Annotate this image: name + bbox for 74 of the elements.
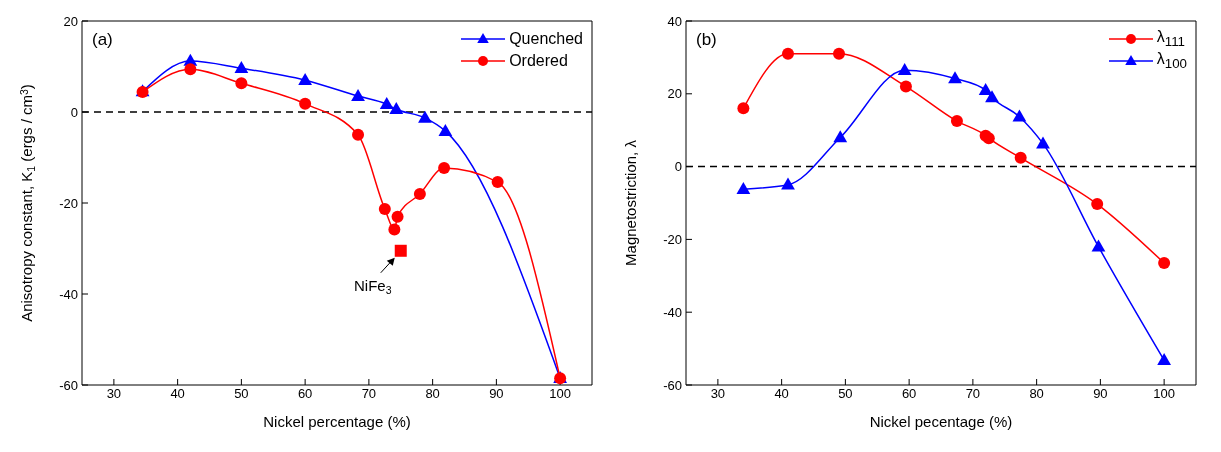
annotation: (a) xyxy=(92,30,113,50)
x-tick-label: 100 xyxy=(1153,386,1175,402)
y-tick-label: 40 xyxy=(667,13,682,29)
point xyxy=(950,115,963,128)
point xyxy=(388,223,401,236)
point xyxy=(491,176,504,189)
y-tick-label: 0 xyxy=(70,104,78,120)
x-axis-title: Nickel pecentage (%) xyxy=(869,413,1013,430)
x-tick-label: 50 xyxy=(838,386,853,402)
x-tick-label: 60 xyxy=(901,386,917,402)
y-tick-label: -40 xyxy=(59,286,78,302)
x-tick-label: 50 xyxy=(234,386,249,402)
x-tick-label: 100 xyxy=(549,386,571,402)
point xyxy=(1036,136,1050,149)
point xyxy=(1091,198,1104,211)
point xyxy=(1014,151,1027,164)
legend-label: Quenched xyxy=(509,30,583,48)
point xyxy=(352,128,365,141)
point xyxy=(1091,239,1106,252)
point xyxy=(351,88,365,101)
point xyxy=(985,90,999,103)
point xyxy=(438,161,451,174)
x-tick-label: 60 xyxy=(297,386,313,402)
y-tick-label: 20 xyxy=(63,13,78,29)
y-tick-label: -40 xyxy=(663,304,682,320)
point xyxy=(736,181,751,194)
point xyxy=(899,80,912,93)
y-tick-label: 20 xyxy=(667,86,682,102)
annotation: (b) xyxy=(696,30,717,50)
point xyxy=(378,202,391,215)
x-tick-label: 80 xyxy=(1029,386,1044,402)
point xyxy=(781,177,795,190)
x-tick-label: 90 xyxy=(489,386,504,402)
point xyxy=(379,97,394,110)
x-tick-label: 40 xyxy=(170,386,185,402)
point xyxy=(413,187,426,200)
point xyxy=(234,61,249,74)
point xyxy=(897,62,912,75)
point xyxy=(391,210,404,223)
point xyxy=(299,97,312,110)
x-tick-label: 30 xyxy=(710,386,726,402)
x-tick-label: 80 xyxy=(425,386,440,402)
point xyxy=(1158,257,1171,270)
x-tick-label: 90 xyxy=(1093,386,1108,402)
x-tick-label: 40 xyxy=(774,386,789,402)
point xyxy=(184,63,197,76)
point xyxy=(1157,353,1172,366)
point xyxy=(737,102,750,115)
annotation: NiFe$_{3}$ xyxy=(353,276,392,296)
legend-label: Ordered xyxy=(509,52,568,70)
x-axis-title: Nickel percentage (%) xyxy=(263,413,411,430)
y-tick-label: -60 xyxy=(663,377,682,393)
point xyxy=(948,71,962,84)
y-tick-label: -60 xyxy=(59,377,78,393)
point xyxy=(833,130,848,143)
legend-label: λ$_{100}$ xyxy=(1156,50,1187,72)
point xyxy=(438,123,453,136)
point xyxy=(782,47,794,60)
point xyxy=(394,244,407,257)
x-tick-label: 70 xyxy=(361,386,377,402)
y-tick-label: 0 xyxy=(674,159,682,175)
legend-label: λ$_{111}$ xyxy=(1156,28,1186,50)
point xyxy=(298,72,313,85)
point xyxy=(389,102,404,115)
y-tick-label: -20 xyxy=(59,195,78,211)
point xyxy=(235,77,248,90)
x-tick-label: 30 xyxy=(106,386,122,402)
point xyxy=(978,82,993,95)
point xyxy=(418,110,432,123)
point xyxy=(833,47,845,60)
y-axis-title: Magnetostriction, λ xyxy=(622,139,639,266)
point xyxy=(1012,109,1027,122)
y-tick-label: -20 xyxy=(663,232,682,248)
x-tick-label: 70 xyxy=(965,386,981,402)
